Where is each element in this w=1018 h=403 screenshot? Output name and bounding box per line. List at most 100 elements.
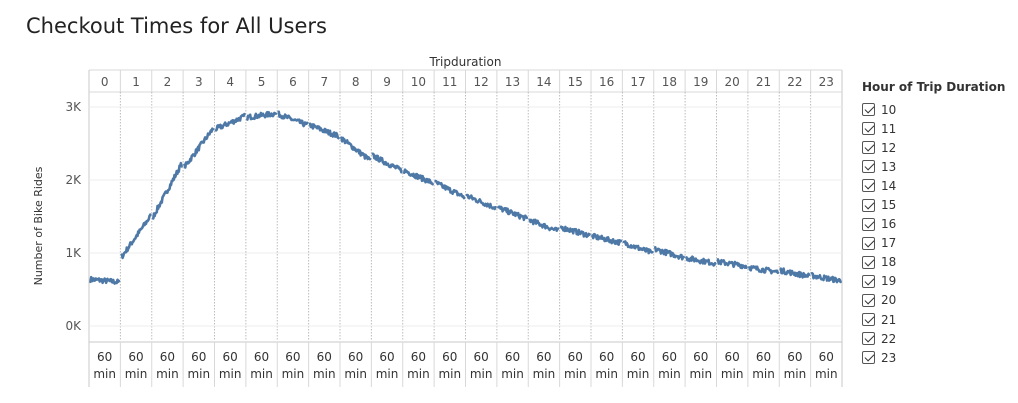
series-line-hour-6 [277, 110, 309, 128]
legend-item-17[interactable]: 17 [862, 234, 1005, 253]
x-tick-label: 60 [128, 350, 143, 364]
series-line-hour-17 [622, 240, 654, 255]
legend-label: 11 [881, 121, 897, 136]
series-line-hour-21 [748, 265, 780, 275]
panel-header-18: 18 [662, 75, 677, 89]
x-tick-label: min [470, 367, 493, 381]
checkbox-icon[interactable] [862, 293, 875, 307]
x-tick-label: 60 [599, 350, 614, 364]
x-tick-label: min [219, 367, 242, 381]
legend-item-23[interactable]: 23 [862, 348, 1005, 367]
x-tick-label: 60 [285, 350, 300, 364]
panel-header-23: 23 [819, 75, 834, 89]
series-line-hour-13 [497, 205, 529, 222]
legend-label: 16 [881, 217, 897, 232]
x-tick-label: 60 [191, 350, 206, 364]
panel-header-8: 8 [352, 75, 360, 89]
checkbox-icon[interactable] [862, 217, 875, 231]
series-line-hour-12 [465, 193, 497, 211]
legend-label: 22 [881, 331, 897, 346]
series-line-hour-7 [308, 122, 340, 140]
checkbox-icon[interactable] [862, 198, 875, 212]
checkbox-icon[interactable] [862, 160, 875, 174]
checkbox-icon[interactable] [862, 332, 875, 346]
checkbox-icon[interactable] [862, 179, 875, 193]
legend-item-16[interactable]: 16 [862, 215, 1005, 234]
series-line-hour-14 [528, 218, 560, 232]
series-line-hour-10 [403, 168, 434, 186]
panel-header-0: 0 [101, 75, 109, 89]
legend-item-13[interactable]: 13 [862, 157, 1005, 176]
panel-header-7: 7 [320, 75, 328, 89]
panel-header-2: 2 [164, 75, 172, 89]
series-line-hour-23 [810, 272, 842, 284]
x-tick-label: 60 [160, 350, 175, 364]
x-tick-label: min [187, 367, 210, 381]
checkbox-icon[interactable] [862, 103, 875, 117]
legend-item-14[interactable]: 14 [862, 176, 1005, 195]
series-line-hour-4 [214, 112, 246, 132]
checkbox-icon[interactable] [862, 274, 875, 288]
x-tick-label: min [156, 367, 179, 381]
x-tick-label: 60 [662, 350, 677, 364]
x-tick-label: 60 [756, 350, 771, 364]
legend-label: 13 [881, 159, 897, 174]
x-tick-label: 60 [693, 350, 708, 364]
checkbox-icon[interactable] [862, 122, 875, 136]
panel-header-12: 12 [474, 75, 489, 89]
legend-item-15[interactable]: 15 [862, 195, 1005, 214]
panel-header-22: 22 [787, 75, 802, 89]
panel-header-13: 13 [505, 75, 520, 89]
x-tick-label: min [721, 367, 744, 381]
panel-header-9: 9 [383, 75, 391, 89]
y-axis-label: Number of Bike Rides [32, 166, 45, 285]
x-tick-label: 60 [254, 350, 269, 364]
series-line-hour-19 [685, 255, 717, 267]
checkbox-icon[interactable] [862, 351, 875, 365]
checkbox-icon[interactable] [862, 236, 875, 250]
checkbox-icon[interactable] [862, 313, 875, 327]
x-tick-label: min [658, 367, 681, 381]
x-tick-label: 60 [568, 350, 583, 364]
y-tick-label: 3K [65, 100, 82, 114]
checkbox-icon[interactable] [862, 255, 875, 269]
panel-header-1: 1 [132, 75, 140, 89]
x-tick-label: min [627, 367, 650, 381]
panel-header-15: 15 [568, 75, 583, 89]
series-line-hour-3 [183, 127, 215, 169]
legend-label: 15 [881, 198, 897, 213]
panel-header-16: 16 [599, 75, 614, 89]
x-tick-label: 60 [536, 350, 551, 364]
x-tick-label: 60 [442, 350, 457, 364]
x-tick-label: 60 [379, 350, 394, 364]
panel-header-3: 3 [195, 75, 203, 89]
legend-item-10[interactable]: 10 [862, 100, 1005, 119]
x-tick-label: 60 [223, 350, 238, 364]
series-line-hour-0 [89, 275, 121, 285]
checkbox-icon[interactable] [862, 141, 875, 155]
y-tick-label: 1K [65, 246, 82, 260]
legend-item-19[interactable]: 19 [862, 272, 1005, 291]
legend-item-12[interactable]: 12 [862, 138, 1005, 157]
x-tick-label: min [93, 367, 116, 381]
panel-header-10: 10 [411, 75, 426, 89]
panel-header-5: 5 [258, 75, 266, 89]
x-tick-label: min [533, 367, 556, 381]
legend-item-21[interactable]: 21 [862, 310, 1005, 329]
panel-header-11: 11 [442, 75, 457, 89]
legend-item-20[interactable]: 20 [862, 291, 1005, 310]
x-tick-label: min [250, 367, 273, 381]
legend-item-11[interactable]: 11 [862, 119, 1005, 138]
legend-item-18[interactable]: 18 [862, 253, 1005, 272]
x-tick-label: min [376, 367, 399, 381]
x-tick-label: min [282, 367, 305, 381]
legend-label: 12 [881, 140, 897, 155]
x-tick-label: min [564, 367, 587, 381]
panel-header-6: 6 [289, 75, 297, 89]
legend-item-22[interactable]: 22 [862, 329, 1005, 348]
legend-title: Hour of Trip Duration [862, 80, 1006, 94]
legend-label: 17 [881, 236, 897, 251]
panel-header-19: 19 [693, 75, 708, 89]
panel-header-4: 4 [226, 75, 234, 89]
